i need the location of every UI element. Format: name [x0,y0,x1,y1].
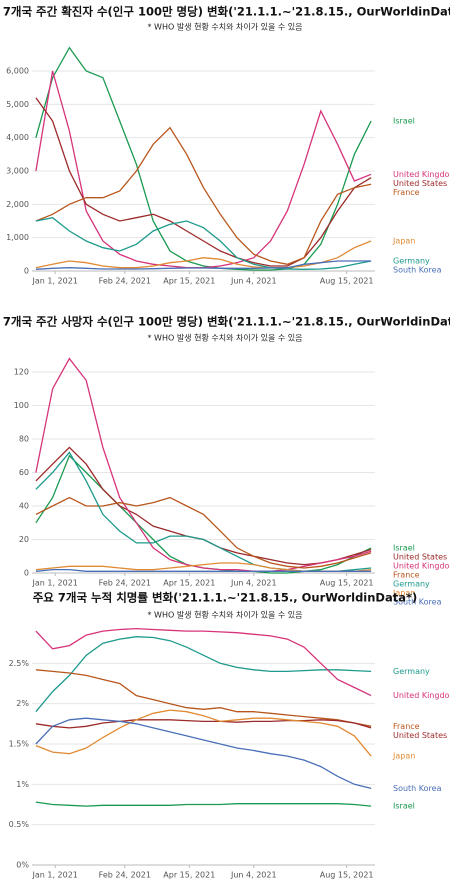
y-tick-label: 100 [14,401,29,410]
series-label: Germany [393,667,430,676]
series-line [35,357,372,572]
x-tick-label: Apr 15, 2021 [163,579,215,588]
series-line [35,451,372,572]
chart-title: 주요 7개국 누적 치명률 변화('21.1.1.~'21.8.15., Our… [33,591,418,605]
series-line [35,709,372,757]
series-label: France [393,722,420,731]
x-tick-label: Feb 24, 2021 [99,871,151,880]
y-tick-label: 0.5% [9,820,30,829]
series-label: United States [393,179,447,188]
y-tick-label: 5,000 [6,100,29,109]
series-label: South Korea [393,597,442,606]
chart-subtitle: * WHO 발생 현황 수치와 차이가 있을 수 있음 [148,610,303,620]
series-line [35,719,372,729]
x-tick-label: Apr 15, 2021 [163,277,215,286]
series-line [35,46,372,271]
x-tick-label: Jan 1, 2021 [31,277,77,286]
series-label: Germany [393,579,430,588]
y-tick-label: 2,000 [6,200,29,209]
y-tick-label: 80 [19,435,29,444]
series-label: Japan [392,237,415,246]
series-line [35,669,372,727]
series-line [35,636,372,713]
series-label: Japan [392,752,415,761]
y-tick-label: 4,000 [6,133,29,142]
series-line [35,627,372,697]
x-tick-label: Apr 15, 2021 [163,871,215,880]
y-tick-label: 20 [19,535,29,544]
series-line [35,97,372,267]
series-label: United States [393,552,447,561]
series-label: Japan [392,588,415,597]
x-tick-label: Feb 24, 2021 [99,277,151,286]
chart-title: 주요 7개국 주간 사망자 수(인구 100만 명당) 변화('21.1.1.~… [0,315,450,329]
series-label: United Kingdom [393,691,450,700]
chart-title: 주요 7개국 주간 확진자 수(인구 100만 명당) 변화('21.1.1.~… [0,5,450,19]
series-line [35,260,372,270]
series-label: France [393,570,420,579]
y-tick-label: 1% [16,780,29,789]
series-label: South Korea [393,784,442,793]
x-tick-label: Jan 1, 2021 [31,579,77,588]
series-line [35,717,372,790]
x-tick-label: Feb 24, 2021 [99,579,151,588]
y-tick-label: 0% [16,861,29,870]
y-tick-label: 60 [19,468,29,477]
x-tick-label: Jan 1, 2021 [31,871,77,880]
y-tick-label: 120 [14,368,29,377]
x-tick-label: Aug 15, 2021 [320,871,374,880]
x-tick-label: Aug 15, 2021 [320,579,374,588]
series-label: France [393,188,420,197]
y-tick-label: 0 [24,569,29,578]
y-tick-label: 2% [16,699,29,708]
chart-subtitle: * WHO 발생 현황 수치와 차이가 있을 수 있음 [148,22,303,32]
x-tick-label: Jun 4, 2021 [230,871,277,880]
y-tick-label: 1.5% [9,740,30,749]
series-label: South Korea [393,266,442,275]
series-line [35,568,372,572]
series-line [35,801,372,807]
series-line [35,496,372,569]
chart-subtitle: * WHO 발생 현황 수치와 차이가 있을 수 있음 [148,333,303,343]
series-label: United Kingdom [393,561,450,570]
y-tick-label: 6,000 [6,67,29,76]
y-tick-label: 1,000 [6,233,29,242]
series-label: Germany [393,257,430,266]
series-label: Israel [393,543,415,552]
y-tick-label: 2.5% [9,659,30,668]
y-tick-label: 40 [19,502,29,511]
x-tick-label: Jun 4, 2021 [230,277,277,286]
series-line [35,126,372,265]
series-label: Israel [393,802,415,811]
y-tick-label: 3,000 [6,167,29,176]
y-tick-label: 0 [24,267,29,276]
x-tick-label: Aug 15, 2021 [320,277,374,286]
series-label: United Kingdom [393,170,450,179]
series-line [35,217,372,270]
series-label: United States [393,731,447,740]
x-tick-label: Jun 4, 2021 [230,579,277,588]
series-label: Israel [393,117,415,126]
